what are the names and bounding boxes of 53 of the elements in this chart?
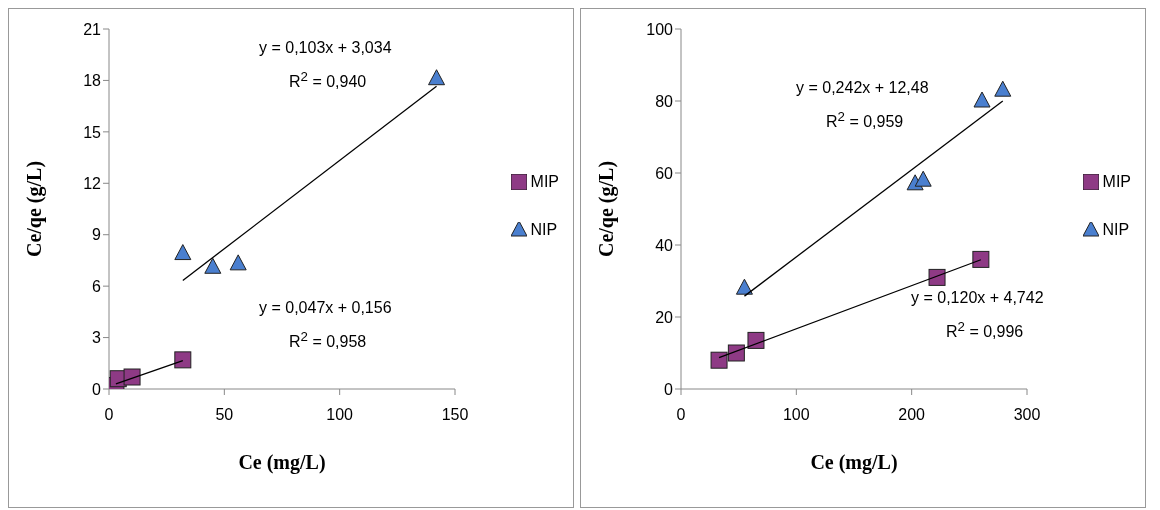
x-tick-label: 50 xyxy=(215,406,234,424)
legend-label: NIP xyxy=(1102,221,1130,240)
annotation: R$^{2}$ = 0,996 xyxy=(946,319,1024,342)
x-tick-label: 0 xyxy=(676,406,686,424)
y-tick-label: 9 xyxy=(92,226,102,244)
x-tick-label: 100 xyxy=(326,406,354,424)
annotation: R$^{2}$ = 0,959 xyxy=(826,109,904,132)
point xyxy=(174,244,192,261)
y-tick-label: 12 xyxy=(83,174,102,192)
y-tick-label: 15 xyxy=(83,123,102,141)
annotation: R$^{2}$ = 0,940 xyxy=(289,69,367,92)
y-tick-label: 0 xyxy=(664,380,674,398)
point xyxy=(428,69,446,86)
point xyxy=(973,91,991,108)
point xyxy=(204,257,222,274)
y-tick-label: 20 xyxy=(655,308,674,326)
point xyxy=(747,331,765,349)
y-tick-label: 21 xyxy=(83,20,102,38)
point xyxy=(123,368,141,386)
annotation: y = 0,120x + 4,742 xyxy=(911,289,1044,307)
point xyxy=(735,278,753,295)
x-tick-label: 0 xyxy=(104,406,114,424)
y-tick-label: 3 xyxy=(92,329,102,347)
point xyxy=(710,351,728,369)
x-tick-label: 150 xyxy=(441,406,469,424)
y-tick-label: 80 xyxy=(655,92,674,110)
y-axis-title: Ce/qe (g/L) xyxy=(595,160,619,258)
x-axis-title: Ce (mg/L) xyxy=(238,451,326,474)
y-axis-title: Ce/qe (g/L) xyxy=(23,160,47,258)
point xyxy=(174,351,192,369)
legend-label: NIP xyxy=(530,221,558,240)
legend-label: MIP xyxy=(1102,173,1131,192)
annotation: y = 0,103x + 3,034 xyxy=(259,39,392,57)
y-tick-label: 60 xyxy=(655,164,674,182)
point xyxy=(914,170,932,187)
x-tick-label: 300 xyxy=(1013,406,1041,424)
annotation: y = 0,047x + 0,156 xyxy=(259,299,392,317)
annotation: R$^{2}$ = 0,958 xyxy=(289,329,367,352)
y-tick-label: 18 xyxy=(83,72,102,90)
point xyxy=(229,254,247,271)
point xyxy=(972,250,990,268)
x-tick-label: 200 xyxy=(898,406,926,424)
point xyxy=(727,344,745,362)
x-axis-title: Ce (mg/L) xyxy=(810,451,898,474)
annotation: y = 0,242x + 12,48 xyxy=(796,79,929,97)
y-tick-label: 0 xyxy=(92,380,102,398)
legend-label: MIP xyxy=(530,173,559,192)
y-tick-label: 40 xyxy=(655,236,674,254)
x-tick-label: 100 xyxy=(782,406,810,424)
y-tick-label: 100 xyxy=(646,20,674,38)
point xyxy=(928,268,946,286)
point xyxy=(994,80,1012,97)
y-tick-label: 6 xyxy=(92,277,102,295)
